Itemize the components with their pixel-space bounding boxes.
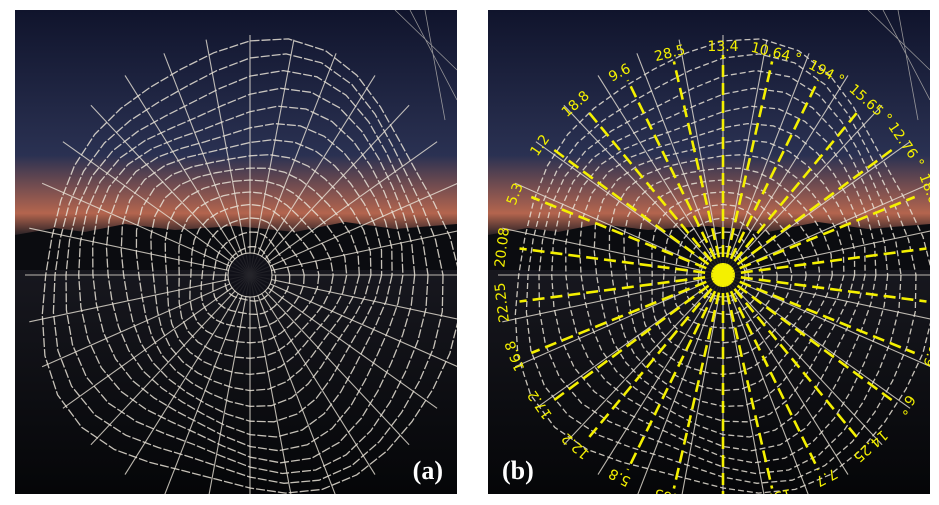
web-radius [563,104,724,276]
web-radius [722,53,810,276]
web-radius [722,274,765,494]
measurement-line [519,273,724,303]
angle-label: 20.08 [492,227,513,269]
web-radius [637,274,724,494]
measurement-line [721,79,820,276]
photo-panel-b: 13.410.64 °194 °15.65 °12.76 °18.6 °17.8… [488,10,930,494]
angle-label: 5.3 [504,181,527,207]
web-radius [29,274,251,323]
web-radius [636,53,724,276]
web-radius [722,274,883,446]
web-radius [62,274,251,409]
measurement-line [721,61,774,276]
panel-label-a: (a) [412,456,443,485]
web-radius [163,53,251,276]
web-radius [722,230,930,276]
web-radius [249,274,336,494]
web-hub [227,252,273,298]
measurement-line [626,79,725,276]
angle-label: 22.25 [492,282,513,324]
treeline-silhouette [488,222,930,270]
measurement-line [672,61,725,276]
web-radius [722,75,849,276]
web-radius [41,182,251,276]
web-radius [249,53,337,276]
panel-label-b: (b) [502,456,534,485]
angle-label: 13.4 [707,39,738,55]
web-radius [90,104,251,276]
stray-threads [867,10,930,121]
stray-threads [394,10,457,121]
web-spiral [637,179,821,376]
web-radius [249,274,410,446]
web-radius [502,274,724,323]
measurement-line [626,274,725,471]
web-radius [722,274,849,475]
web-radius [249,141,438,276]
measurement-line [722,273,916,355]
web-spiral [673,217,778,329]
measurement-line [721,274,820,471]
web-radius [722,39,768,276]
web-radius [90,274,251,446]
web-radius [249,274,457,320]
spider-web-photo [15,10,457,494]
annotated-spider-web-photo: 13.410.64 °194 °15.65 °12.76 °18.6 °17.8… [488,10,930,494]
web-radius [62,141,251,276]
measurement-line [721,274,774,489]
web-radius [563,274,724,446]
web-radius [249,104,410,276]
web-radius [722,104,883,276]
measurement-line [722,273,927,303]
web-radius [249,274,438,409]
measurement-line [530,273,724,355]
measurement-line [722,195,916,277]
treeline-silhouette [15,222,457,270]
web-radius [249,75,376,276]
web-radius [678,39,724,276]
angle-label: 6.65 [653,485,687,494]
measurement-line [672,274,725,489]
web-radius [681,274,724,494]
hub-marker [713,265,733,285]
web-radius [208,274,251,494]
web-radius [597,274,724,475]
web-radius [722,274,809,494]
web-radius [249,182,457,276]
web-radius [502,227,724,276]
web-radius [124,274,251,475]
measurement-line [519,247,724,277]
web-radius [249,39,295,276]
web-spiral [578,122,866,438]
web-radius [597,75,724,276]
web-radius [249,274,292,494]
web-radius [249,274,457,368]
web-radius [722,274,930,320]
web-radius [249,230,457,276]
angle-label: 13.3 [759,485,793,494]
angle-label: 0.9 [919,343,930,369]
web-radius [29,227,251,276]
measurement-line [530,195,724,277]
web-radius [41,274,251,368]
web-spiral [593,139,856,423]
web-radius [249,274,376,475]
measurement-line [722,247,927,277]
spider-web [25,35,457,494]
web-radius [205,39,251,276]
web-radius [164,274,251,494]
web-spiral [164,179,348,376]
web-radius [124,75,251,276]
angle-label: 28.5 [653,42,687,65]
photo-panel-a: (a) [15,10,457,494]
